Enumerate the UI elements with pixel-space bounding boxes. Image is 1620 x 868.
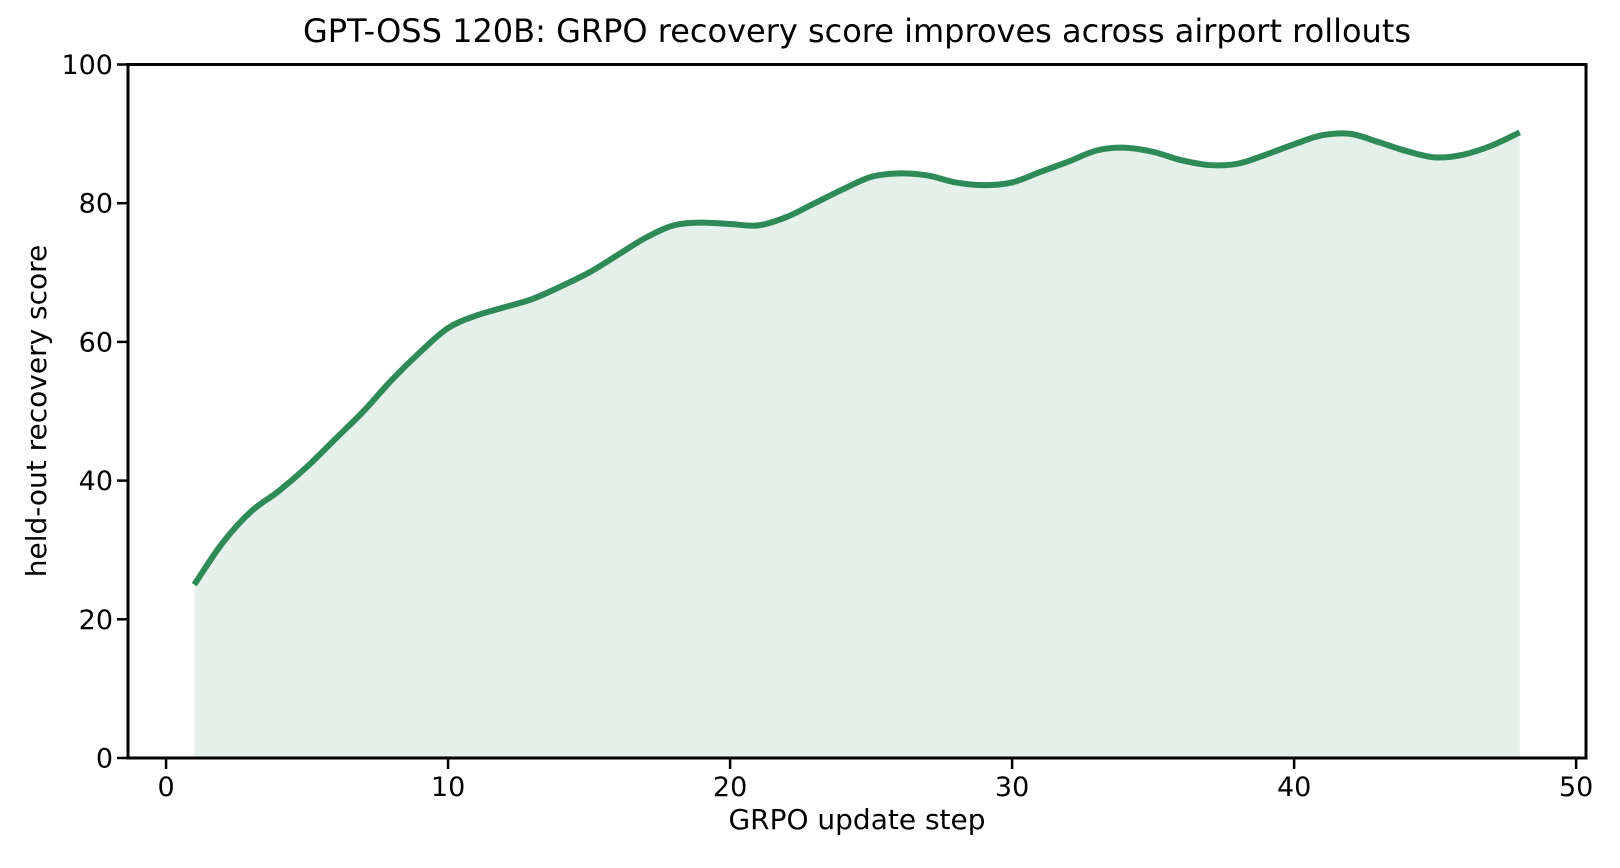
axes-frame xyxy=(126,63,1588,760)
recovery-area-fill xyxy=(194,132,1520,758)
y-axis-label: held-out recovery score xyxy=(20,245,53,578)
y-tick-label: 0 xyxy=(96,744,113,775)
y-tick-label: 20 xyxy=(79,605,113,636)
tick-layer: 0 10 20 30 40 50 0 20 40 60 80 100 xyxy=(61,50,1593,803)
y-tick-label: 40 xyxy=(79,466,113,497)
axes-frame-layer xyxy=(126,63,1588,760)
x-tick-label: 20 xyxy=(713,772,747,803)
x-axis-label: GRPO update step xyxy=(728,803,985,836)
line-layer xyxy=(191,129,1522,587)
x-tick-label: 50 xyxy=(1559,772,1593,803)
area-fill-layer xyxy=(194,132,1520,758)
x-tick-label: 40 xyxy=(1277,772,1311,803)
x-tick-label: 30 xyxy=(995,772,1029,803)
y-tick-label: 80 xyxy=(79,189,113,220)
x-tick-label: 10 xyxy=(431,772,465,803)
y-tick-label: 60 xyxy=(79,327,113,358)
x-tick-label: 0 xyxy=(157,772,174,803)
y-tick-label: 100 xyxy=(61,50,113,81)
recovery-line xyxy=(191,129,1522,587)
chart-title: GPT-OSS 120B: GRPO recovery score improv… xyxy=(303,12,1411,50)
